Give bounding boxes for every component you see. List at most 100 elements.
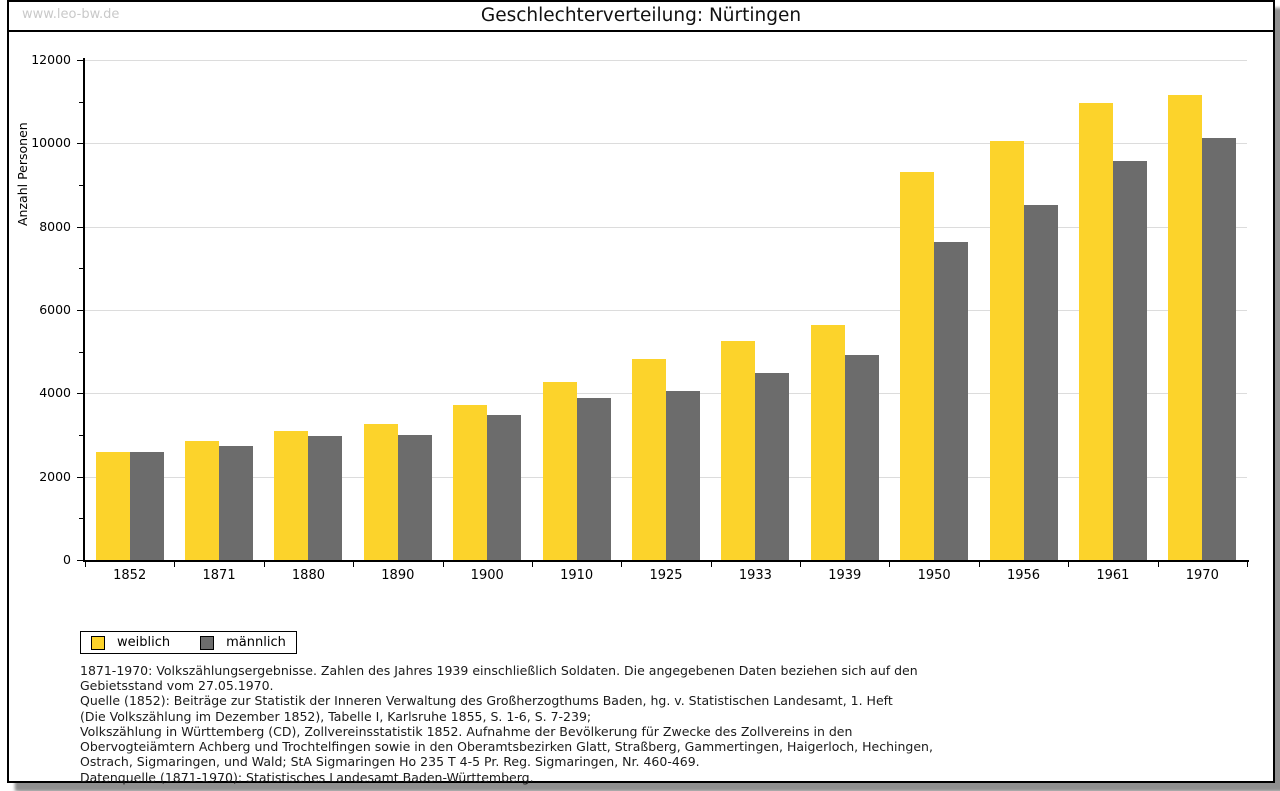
x-tick — [889, 562, 891, 567]
x-tick-label: 1933 — [738, 568, 772, 583]
x-tick — [1157, 562, 1159, 567]
legend: weiblich männlich — [80, 631, 297, 654]
gridline — [85, 60, 1247, 61]
bar-chart: Anzahl Personen 0 2000 4000 6000 8000 10000 12… — [9, 32, 1273, 592]
footnote-line: Quelle (1852): Beiträge zur Statistik de… — [80, 693, 893, 709]
footnote-line: 1871-1970: Volkszählungsergebnisse. Zahl… — [80, 663, 918, 678]
legend-item-weiblich: weiblich — [91, 635, 170, 650]
y-major-tick — [77, 476, 83, 478]
bar-männlich-1880 — [308, 435, 343, 560]
y-axis-line — [83, 58, 85, 562]
y-tick-label: 10000 — [31, 135, 71, 151]
footnotes: 1871-1970: Volkszählungsergebnisse. Zahl… — [80, 663, 933, 769]
bar-männlich-1852 — [129, 451, 164, 560]
y-minor-tick — [79, 518, 83, 520]
chart-window: www.leo-bw.de Geschlechterverteilung: Nü… — [7, 0, 1275, 785]
gridline — [85, 143, 1247, 145]
bar-männlich-1871 — [219, 445, 254, 560]
bar-männlich-1956 — [1023, 205, 1058, 560]
x-tick-label: 1961 — [1096, 568, 1130, 583]
x-tick — [85, 562, 86, 567]
y-major-tick — [77, 143, 83, 145]
maennlich-swatch-icon — [200, 635, 215, 650]
x-tick — [531, 562, 533, 567]
x-tick-label: 1900 — [470, 568, 504, 583]
x-tick-label: 1852 — [113, 568, 147, 583]
y-major-tick — [77, 560, 83, 561]
legend-label: männlich — [226, 635, 286, 650]
y-minor-tick — [79, 268, 83, 270]
x-tick-label: 1890 — [381, 568, 415, 583]
watermark: www.leo-bw.de — [22, 7, 120, 22]
footnote-line: Volkszählung in Württemberg (CD), Zollve… — [80, 723, 853, 739]
bar-männlich-1900 — [487, 415, 522, 560]
y-minor-tick — [79, 185, 83, 186]
bar-weiblich-1933 — [721, 341, 756, 560]
bar-weiblich-1910 — [542, 382, 577, 560]
y-minor-tick — [79, 351, 83, 353]
x-tick — [1247, 562, 1248, 567]
x-tick-label: 1910 — [560, 568, 594, 583]
x-tick — [621, 562, 623, 567]
footnote-line: Gebietsstand vom 27.05.1970. — [80, 678, 274, 694]
bar-weiblich-1890 — [363, 423, 398, 560]
x-tick-label: 1950 — [917, 568, 951, 583]
x-tick — [710, 562, 712, 567]
bar-weiblich-1900 — [453, 405, 488, 560]
bar-männlich-1933 — [755, 372, 790, 560]
x-tick — [1068, 562, 1070, 567]
legend-label: weiblich — [117, 635, 171, 650]
legend-item-maennlich: männlich — [200, 635, 286, 650]
gridline — [85, 310, 1247, 311]
data-source-line: Datenquelle (1871-1970): Statistisches L… — [80, 770, 534, 785]
y-major-tick — [77, 60, 83, 61]
y-axis-title: Anzahl Personen — [15, 122, 30, 226]
x-tick-label: 1939 — [828, 568, 862, 583]
x-tick — [353, 562, 355, 567]
y-tick-label: 4000 — [39, 385, 71, 401]
x-tick-label: 1970 — [1185, 568, 1219, 583]
x-tick — [174, 562, 176, 567]
y-tick-label: 0 — [63, 552, 71, 567]
x-tick-label: 1956 — [1006, 568, 1041, 583]
y-minor-tick — [79, 101, 83, 103]
x-tick — [978, 562, 980, 567]
y-tick-label: 6000 — [39, 302, 71, 317]
y-tick-label: 12000 — [31, 52, 71, 67]
x-axis-line — [83, 560, 1249, 562]
bar-männlich-1961 — [1112, 160, 1147, 560]
header: www.leo-bw.de Geschlechterverteilung: Nü… — [9, 2, 1273, 32]
gridline — [85, 226, 1247, 228]
x-tick-label: 1925 — [649, 568, 683, 583]
y-tick-label: 8000 — [39, 218, 71, 234]
bar-weiblich-1880 — [274, 430, 309, 560]
bar-männlich-1925 — [666, 391, 700, 560]
bar-männlich-1890 — [397, 434, 432, 560]
y-major-tick — [77, 310, 83, 311]
footnote-line: (Die Volkszählung im Dezember 1852), Tab… — [80, 708, 592, 724]
bar-weiblich-1871 — [185, 440, 220, 560]
x-tick-label: 1871 — [202, 568, 236, 583]
x-tick — [263, 562, 265, 567]
y-major-tick — [77, 226, 83, 228]
x-tick — [442, 562, 444, 567]
bar-männlich-1939 — [844, 355, 879, 560]
bar-männlich-1910 — [576, 397, 611, 560]
page-title: Geschlechterverteilung: Nürtingen — [480, 5, 802, 26]
bar-weiblich-1939 — [810, 324, 845, 560]
bar-weiblich-1961 — [1078, 103, 1113, 560]
y-major-tick — [77, 393, 83, 395]
x-tick-label: 1880 — [291, 568, 325, 583]
bar-männlich-1970 — [1202, 138, 1237, 560]
weiblich-swatch-icon — [91, 635, 105, 650]
bar-weiblich-1925 — [632, 359, 666, 560]
bar-weiblich-1956 — [989, 140, 1024, 560]
y-tick-label: 2000 — [39, 468, 71, 484]
x-tick — [800, 562, 802, 567]
bar-männlich-1950 — [934, 242, 969, 560]
footnote-line: Obervogteiämtern Achberg und Trochtelfin… — [80, 739, 933, 755]
bar-weiblich-1970 — [1168, 95, 1203, 560]
bar-weiblich-1950 — [900, 171, 935, 560]
bar-weiblich-1852 — [95, 451, 130, 560]
y-minor-tick — [79, 435, 83, 436]
